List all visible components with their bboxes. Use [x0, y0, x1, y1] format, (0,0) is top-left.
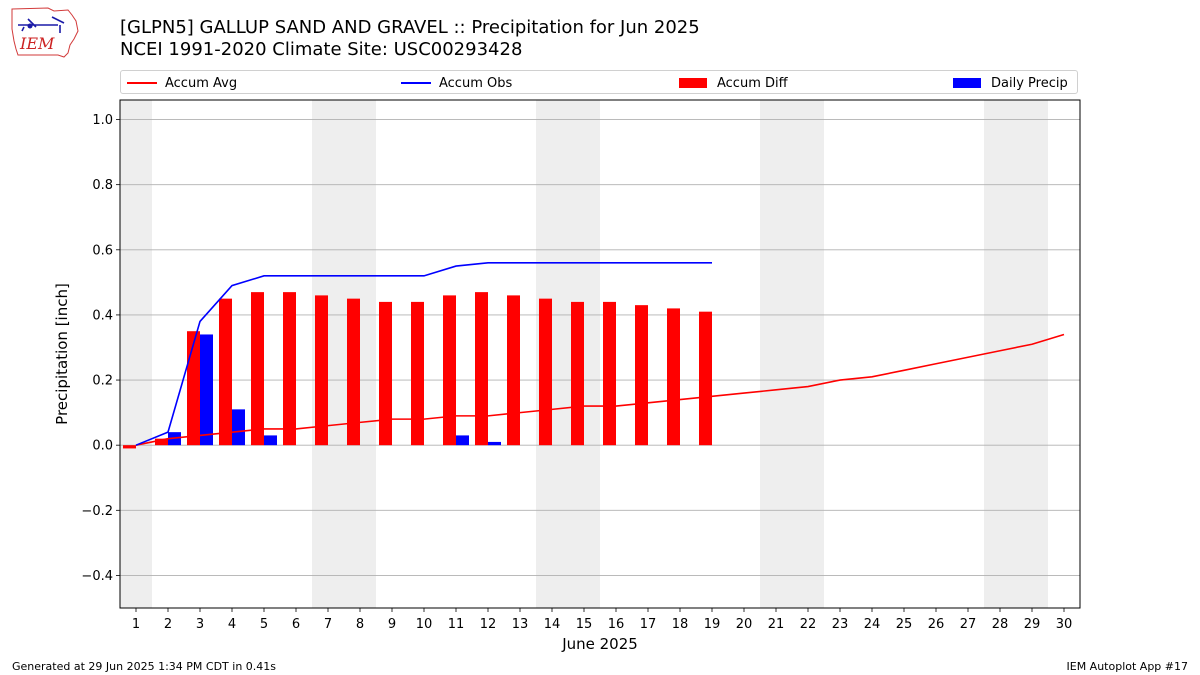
legend-item-daily-precip: Daily Precip: [953, 74, 1068, 92]
accum-diff-bar: [699, 311, 712, 446]
y-tick-label: −0.2: [81, 504, 113, 519]
logo-dot-icon: [27, 23, 33, 29]
daily-precip-bar: [200, 334, 213, 446]
plot-frame: [119, 99, 1081, 609]
x-tick-label: 11: [448, 617, 465, 632]
x-tick-label: 7: [324, 617, 332, 632]
x-tick-label: 6: [292, 617, 300, 632]
accum-diff-bar: [379, 301, 392, 446]
accum-diff-bar: [667, 308, 680, 446]
x-tick-label: 13: [512, 617, 529, 632]
legend-label-accum-avg: Accum Avg: [165, 75, 238, 91]
x-tick-label: 21: [768, 617, 785, 632]
x-tick-label: 25: [896, 617, 913, 632]
x-tick-label: 26: [928, 617, 945, 632]
accum-diff-bar: [123, 445, 136, 449]
legend-label-accum-diff: Accum Diff: [717, 75, 788, 91]
accum-diff-bar: [219, 298, 232, 446]
daily-precip-bar: [488, 441, 501, 446]
chart-title: [GLPN5] GALLUP SAND AND GRAVEL :: Precip…: [120, 17, 700, 38]
accum-diff-bar: [571, 301, 584, 446]
x-tick-label: 29: [1024, 617, 1041, 632]
y-tick-label: 1.0: [92, 113, 113, 128]
x-tick-label: 12: [480, 617, 497, 632]
weekend-band: [984, 100, 1048, 608]
accum-diff-bar: [635, 305, 648, 446]
accum-diff-bar: [443, 295, 456, 446]
footer-app-id: IEM Autoplot App #17: [1066, 660, 1189, 673]
accum-obs-line: [135, 262, 712, 446]
x-tick-label: 24: [864, 617, 881, 632]
accum-avg-line: [135, 333, 1065, 446]
x-tick-label: 20: [736, 617, 753, 632]
x-tick-label: 19: [704, 617, 721, 632]
accum-diff-bar: [475, 292, 488, 446]
iem-logo: IEM: [11, 7, 79, 58]
daily-precip-bar: [264, 435, 277, 446]
x-tick-label: 16: [608, 617, 625, 632]
y-tick-label: 0.6: [92, 243, 113, 258]
daily-precip-bar: [232, 409, 245, 446]
accum-diff-bar: [411, 301, 424, 446]
x-tick-label: 10: [416, 617, 433, 632]
x-tick-label: 28: [992, 617, 1009, 632]
legend-swatch-accum-diff: [679, 78, 707, 88]
y-tick-label: 0.0: [92, 439, 113, 454]
legend-swatch-daily-precip: [953, 78, 981, 88]
accum-diff-bar: [539, 298, 552, 446]
x-tick-label: 1: [132, 617, 140, 632]
x-tick-label: 9: [388, 617, 396, 632]
y-tick-label: 0.2: [92, 374, 113, 389]
accum-diff-bar: [187, 331, 200, 446]
accum-diff-bar: [507, 295, 520, 446]
chart-legend: Accum Avg Accum Obs Accum Diff Daily Pre…: [120, 70, 1078, 94]
legend-item-accum-avg: Accum Avg: [127, 74, 237, 92]
x-tick-label: 23: [832, 617, 849, 632]
x-tick-label: 3: [196, 617, 204, 632]
logo-text: IEM: [19, 34, 55, 53]
y-axis-label: Precipitation [inch]: [53, 283, 71, 425]
weekend-band: [760, 100, 824, 608]
legend-item-accum-diff: Accum Diff: [679, 74, 788, 92]
y-tick-label: 0.8: [92, 178, 113, 193]
accum-diff-bar: [155, 438, 168, 446]
x-tick-label: 15: [576, 617, 593, 632]
x-axis-label: June 2025: [561, 635, 638, 653]
legend-swatch-accum-obs: [401, 82, 431, 84]
accum-diff-bar: [603, 301, 616, 446]
x-tick-label: 8: [356, 617, 364, 632]
accum-diff-bar: [251, 292, 264, 446]
y-tick-label: −0.4: [81, 569, 113, 584]
precipitation-chart: −0.4−0.20.00.20.40.60.81.01 2 3 4 5 6 7 8 9 10 11 1…: [53, 99, 1081, 653]
x-tick-label: 30: [1056, 617, 1073, 632]
y-tick-label: 0.4: [92, 308, 113, 323]
x-tick-label: 27: [960, 617, 977, 632]
x-tick-label: 18: [672, 617, 689, 632]
daily-precip-bar: [456, 435, 469, 446]
accum-diff-bar: [315, 295, 328, 446]
x-tick-label: 5: [260, 617, 268, 632]
x-tick-label: 17: [640, 617, 657, 632]
accum-diff-bar: [283, 292, 296, 446]
legend-swatch-accum-avg: [127, 82, 157, 84]
x-tick-label: 4: [228, 617, 236, 632]
footer-generated: Generated at 29 Jun 2025 1:34 PM CDT in …: [12, 660, 277, 673]
x-tick-label: 2: [164, 617, 172, 632]
weekend-band: [120, 100, 152, 608]
accum-diff-bar: [347, 298, 360, 446]
legend-label-daily-precip: Daily Precip: [991, 75, 1068, 91]
legend-label-accum-obs: Accum Obs: [439, 75, 513, 91]
x-tick-label: 22: [800, 617, 817, 632]
chart-subtitle: NCEI 1991-2020 Climate Site: USC00293428: [120, 39, 523, 60]
legend-item-accum-obs: Accum Obs: [401, 74, 512, 92]
x-tick-label: 14: [544, 617, 561, 632]
